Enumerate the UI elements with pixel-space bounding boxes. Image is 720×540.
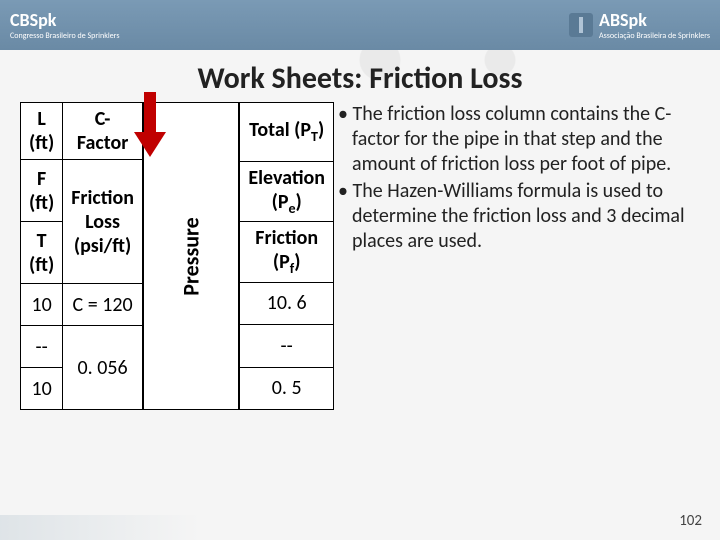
content-area: L (ft) C-Factor F (ft) Friction Loss (ps… — [0, 102, 720, 410]
pt-b: ) — [318, 118, 324, 142]
cell-05: 0. 5 — [240, 367, 334, 409]
cell-friction-pf: Friction (Pf) — [240, 222, 334, 283]
cell-val-c120: C = 120 — [63, 284, 143, 326]
table-row: 10. 6 — [240, 282, 334, 324]
cell-t-ft: T (ft) — [21, 222, 63, 284]
header-bar: CBSpk Congresso Brasileiro de Sprinklers… — [0, 0, 720, 50]
table-row: 10 C = 120 — [21, 284, 143, 326]
cell-l-ft: L (ft) — [21, 103, 63, 160]
abspk-icon — [569, 13, 593, 37]
logo-abspk: ABSpk Associação Brasileira de Sprinkler… — [569, 9, 710, 41]
cell-val-0056: 0. 056 — [63, 326, 143, 410]
cell-val-dash: -- — [21, 326, 63, 368]
right-table: Total (PT) Elevation (Pe) Friction (Pf) … — [239, 102, 334, 410]
left-table: L (ft) C-Factor F (ft) Friction Loss (ps… — [20, 102, 143, 410]
table-row: Total (PT) — [240, 103, 334, 162]
logo-cbspk: CBSpk Congresso Brasileiro de Sprinklers — [10, 9, 119, 41]
pf-a: Friction (P — [255, 226, 318, 274]
cell-elevation-pe: Elevation (Pe) — [240, 161, 334, 222]
friction-label-3: (psi/ft) — [74, 234, 131, 258]
cell-friction-loss-label: Friction Loss (psi/ft) — [63, 160, 143, 284]
cell-dash2: -- — [240, 325, 334, 367]
pe-sub: e — [288, 200, 295, 217]
cell-106: 10. 6 — [240, 282, 334, 324]
table-row: L (ft) C-Factor — [21, 103, 143, 160]
arrow-down-icon — [130, 92, 170, 162]
pe-b: ) — [296, 190, 302, 214]
page-title: Work Sheets: Friction Loss — [0, 50, 720, 102]
logo-left-sub: Congresso Brasileiro de Sprinklers — [10, 31, 119, 41]
table-row: Elevation (Pe) — [240, 161, 334, 222]
cell-val-10a: 10 — [21, 284, 63, 326]
cell-val-10b: 10 — [21, 368, 63, 410]
pt-a: Total (P — [249, 118, 311, 142]
cell-f-ft: F (ft) — [21, 160, 63, 222]
pressure-label: Pressure — [178, 217, 205, 295]
cell-total-pt: Total (PT) — [240, 103, 334, 162]
logo-right-sub: Associação Brasileira de Sprinklers — [599, 31, 710, 41]
bullet-2-text: The Hazen-Williams formula is used to de… — [352, 179, 685, 253]
table-row: 0. 5 — [240, 367, 334, 409]
logo-left-text: CBSpk — [10, 9, 56, 31]
friction-label-2: Loss — [85, 210, 120, 234]
bullet-2: • The Hazen-Williams formula is used to … — [338, 179, 710, 254]
table-row: -- 0. 056 — [21, 326, 143, 368]
pf-b: ) — [294, 250, 300, 274]
table-row: Friction (Pf) — [240, 222, 334, 283]
bullet-list: • The friction loss column contains the … — [334, 102, 710, 410]
bullet-1-text: The friction loss column contains the C-… — [352, 102, 671, 176]
pe-a: Elevation (P — [248, 166, 325, 214]
logo-right-text: ABSpk — [599, 9, 647, 31]
table-row: -- — [240, 325, 334, 367]
friction-label-1: Friction — [71, 186, 134, 210]
footer-decoration — [0, 515, 200, 540]
pt-sub: T — [311, 128, 318, 145]
page-number: 102 — [679, 512, 702, 530]
table-row: F (ft) Friction Loss (psi/ft) — [21, 160, 143, 222]
bullet-1: • The friction loss column contains the … — [338, 102, 710, 177]
